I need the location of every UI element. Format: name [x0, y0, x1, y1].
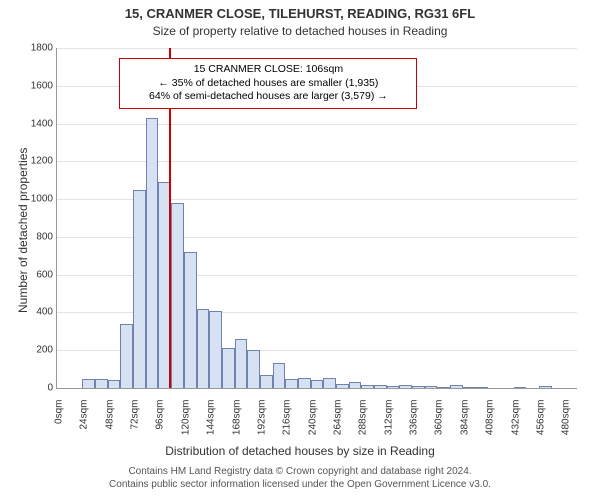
- x-tick-label: 336sqm: [409, 400, 420, 450]
- x-tick-label: 360sqm: [434, 400, 445, 450]
- annotation-line: ← 35% of detached houses are smaller (1,…: [128, 77, 408, 91]
- histogram-bar: [197, 309, 210, 388]
- histogram-bar: [450, 385, 463, 388]
- x-tick-label: 312sqm: [383, 400, 394, 450]
- histogram-bar: [514, 387, 527, 388]
- x-tick-label: 96sqm: [155, 400, 166, 450]
- x-tick-label: 192sqm: [256, 400, 267, 450]
- y-tick-label: 1600: [13, 80, 53, 91]
- y-tick-label: 1400: [13, 118, 53, 129]
- histogram-bar: [108, 380, 121, 388]
- histogram-bar: [133, 190, 146, 388]
- histogram-bar: [260, 375, 273, 388]
- histogram-bar: [171, 203, 184, 388]
- x-tick-label: 456sqm: [535, 400, 546, 450]
- histogram-bar: [336, 384, 349, 388]
- histogram-bar: [311, 380, 324, 388]
- x-axis-label: Distribution of detached houses by size …: [0, 444, 600, 458]
- annotation-line: 64% of semi-detached houses are larger (…: [128, 90, 408, 104]
- x-tick-label: 0sqm: [54, 400, 65, 450]
- y-tick-label: 200: [13, 345, 53, 356]
- x-tick-label: 168sqm: [231, 400, 242, 450]
- histogram-bar: [349, 382, 362, 388]
- histogram-bar: [298, 378, 311, 388]
- annotation-box: 15 CRANMER CLOSE: 106sqm← 35% of detache…: [119, 58, 417, 109]
- chart-title: 15, CRANMER CLOSE, TILEHURST, READING, R…: [0, 6, 600, 21]
- x-tick-label: 480sqm: [561, 400, 572, 450]
- y-axis-label: Number of detached properties: [16, 148, 30, 313]
- histogram-bar: [273, 363, 286, 388]
- x-tick-label: 288sqm: [358, 400, 369, 450]
- x-tick-label: 240sqm: [307, 400, 318, 450]
- chart-subtitle: Size of property relative to detached ho…: [0, 24, 600, 38]
- x-tick-label: 120sqm: [180, 400, 191, 450]
- x-tick-label: 408sqm: [485, 400, 496, 450]
- x-tick-label: 144sqm: [206, 400, 217, 450]
- x-tick-label: 216sqm: [282, 400, 293, 450]
- histogram-bar: [374, 385, 387, 388]
- gridline: [57, 124, 577, 125]
- x-tick-label: 72sqm: [130, 400, 141, 450]
- histogram-bar: [387, 386, 400, 388]
- histogram-bar: [399, 385, 412, 388]
- histogram-bar: [285, 379, 298, 388]
- x-tick-label: 264sqm: [333, 400, 344, 450]
- histogram-bar: [247, 350, 260, 388]
- histogram-bar: [463, 387, 476, 388]
- histogram-bar: [184, 252, 197, 388]
- y-tick-label: 0: [13, 383, 53, 394]
- histogram-bar: [539, 386, 552, 388]
- x-tick-label: 384sqm: [459, 400, 470, 450]
- histogram-bar: [476, 387, 489, 388]
- histogram-bar: [120, 324, 133, 388]
- x-tick-label: 432sqm: [510, 400, 521, 450]
- chart-footer: Contains HM Land Registry data © Crown c…: [0, 466, 600, 491]
- histogram-bar: [437, 387, 450, 388]
- histogram-bar: [235, 339, 248, 388]
- footer-line-2: Contains public sector information licen…: [0, 479, 600, 492]
- histogram-bar: [425, 386, 438, 388]
- gridline: [57, 161, 577, 162]
- histogram-bar: [222, 348, 235, 388]
- histogram-bar: [82, 379, 95, 388]
- footer-line-1: Contains HM Land Registry data © Crown c…: [0, 466, 600, 479]
- x-tick-label: 48sqm: [104, 400, 115, 450]
- annotation-line: 15 CRANMER CLOSE: 106sqm: [128, 63, 408, 77]
- y-tick-label: 1800: [13, 43, 53, 54]
- histogram-bar: [361, 385, 374, 388]
- gridline: [57, 48, 577, 49]
- chart-plot-area: 0200400600800100012001400160018000sqm24s…: [56, 48, 577, 389]
- histogram-bar: [412, 386, 425, 388]
- histogram-bar: [95, 379, 108, 388]
- histogram-bar: [209, 311, 222, 388]
- histogram-bar: [323, 378, 336, 388]
- x-tick-label: 24sqm: [79, 400, 90, 450]
- histogram-bar: [146, 118, 159, 388]
